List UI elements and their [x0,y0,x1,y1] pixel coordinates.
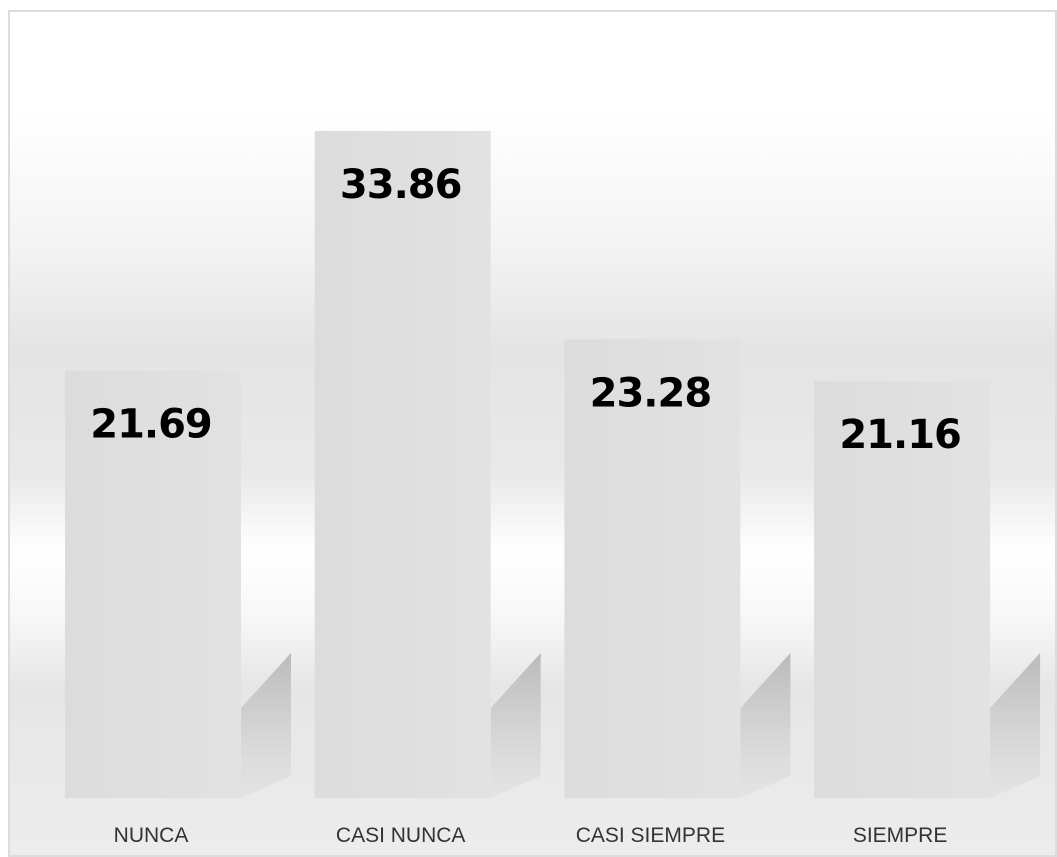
data-labels: 21.69 33.86 23.28 21.16 [90,162,962,458]
bar-shadow [740,653,791,798]
bar-shadow [490,653,541,798]
bar-casi-siempre [564,339,741,798]
category-label: SIEMPRE [853,824,948,847]
bar-shadow [241,653,291,798]
category-label: CASI NUNCA [336,824,466,847]
bar-siempre [814,381,991,798]
data-label: 33.86 [340,162,462,208]
bar-shadows [241,653,1041,798]
data-label: 21.16 [839,412,961,458]
bar-casi-nunca [314,130,491,798]
bars [65,130,991,798]
data-label: 23.28 [590,370,712,416]
bar-nunca [65,370,241,798]
category-label: NUNCA [114,824,189,847]
category-axis-labels: NUNCA CASI NUNCA CASI SIEMPRE SIEMPRE [114,824,948,847]
data-label: 21.69 [90,402,212,448]
bar-shadow [990,653,1041,798]
category-label: CASI SIEMPRE [576,824,725,847]
